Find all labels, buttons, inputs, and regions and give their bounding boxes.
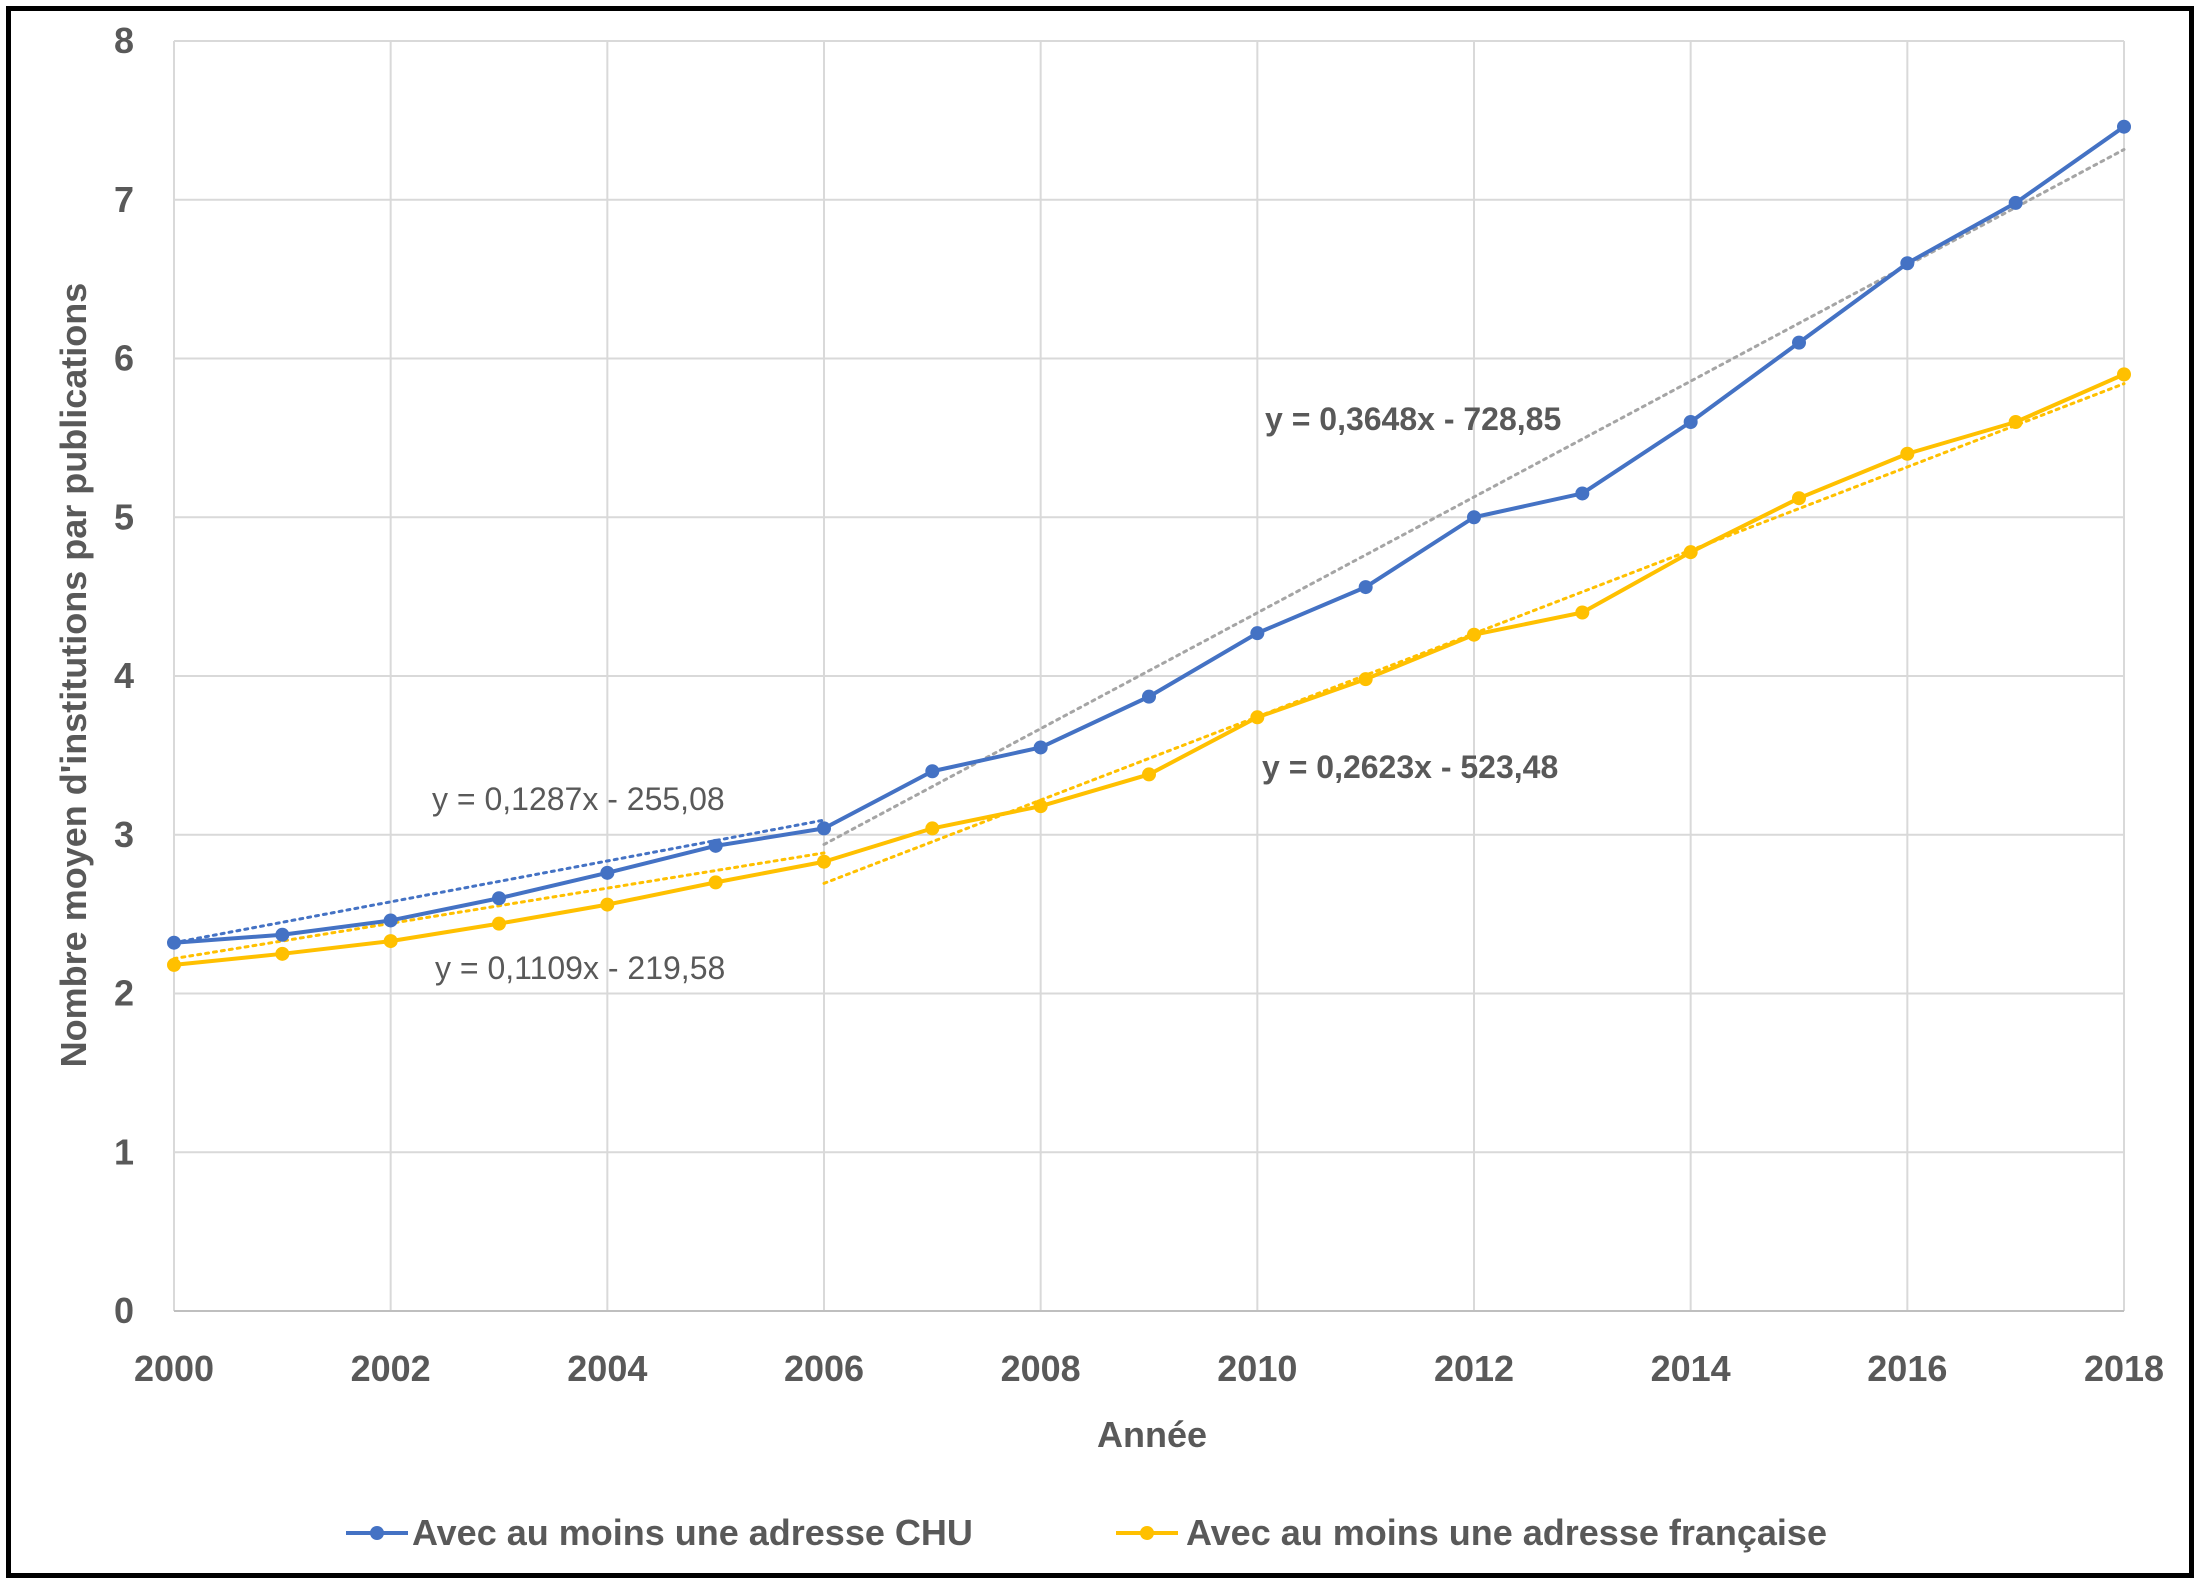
chart-frame [6, 6, 2194, 1578]
trendline-equation: y = 0,1287x - 255,08 [432, 781, 725, 817]
legend-label: Avec au moins une adresse CHU [412, 1512, 973, 1553]
data-point [1033, 740, 1048, 755]
y-tick-label: 7 [114, 179, 134, 220]
trendline-equations: y = 0,1287x - 255,08 y = 0,1109x - 219,58… [432, 401, 1561, 986]
data-point [1467, 627, 1481, 642]
data-point [2008, 195, 2023, 210]
data-point [383, 934, 398, 949]
data-point [1250, 626, 1265, 641]
data-point [1142, 689, 1156, 704]
data-point [817, 821, 831, 836]
data-point [1142, 767, 1156, 782]
data-point [600, 865, 615, 880]
y-tick-label: 1 [114, 1131, 134, 1172]
data-point [1792, 335, 1806, 350]
x-tick-label: 2002 [351, 1348, 431, 1389]
data-point [2008, 415, 2023, 429]
data-point [708, 838, 723, 853]
data-point [925, 821, 940, 836]
data-point [708, 875, 723, 890]
y-tick-label: 6 [114, 338, 134, 379]
data-point [167, 957, 181, 972]
series-lines [173, 125, 2126, 967]
legend-swatch-marker [1140, 1526, 1154, 1540]
x-axis-title: Année [1097, 1414, 1207, 1455]
trendline-equation: y = 0,3648x - 728,85 [1265, 401, 1561, 437]
data-point [1900, 256, 1915, 271]
legend-label: Avec au moins une adresse française [1186, 1512, 1827, 1553]
x-tick-label: 2016 [1867, 1348, 1947, 1389]
x-tick-label: 2004 [567, 1348, 647, 1389]
series-points [167, 119, 2131, 972]
data-point [817, 854, 831, 869]
trendlines [172, 148, 2126, 961]
data-point [1358, 672, 1373, 687]
data-point [1792, 491, 1806, 506]
y-tick-label: 8 [114, 20, 134, 61]
y-tick-label: 5 [114, 496, 134, 537]
data-point [1683, 545, 1698, 560]
legend: Avec au moins une adresse CHU Avec au moi… [346, 1512, 1827, 1553]
y-tick-label: 3 [114, 814, 134, 855]
gridlines [173, 40, 2125, 1312]
tick-labels: 0 1 2 3 4 5 6 7 8 2000 2002 2004 2006 2008 2010 2012 201… [114, 20, 2164, 1389]
data-point [1358, 580, 1373, 595]
data-point [2117, 367, 2131, 382]
data-point [167, 935, 181, 950]
x-tick-label: 2008 [1001, 1348, 1081, 1389]
y-axis-title: Nombre moyen d'institutions par publicat… [53, 283, 94, 1068]
x-tick-label: 2018 [2084, 1348, 2164, 1389]
y-tick-label: 0 [114, 1290, 134, 1331]
x-tick-label: 2012 [1434, 1348, 1514, 1389]
data-point [1900, 446, 1915, 461]
x-tick-label: 2010 [1217, 1348, 1297, 1389]
data-point [275, 927, 290, 942]
x-tick-label: 2006 [784, 1348, 864, 1389]
data-point [600, 897, 615, 912]
data-point [383, 913, 398, 928]
trendline-equation: y = 0,2623x - 523,48 [1262, 749, 1558, 785]
data-point [2117, 119, 2131, 134]
series-line-1 [173, 125, 2126, 945]
data-point [492, 891, 506, 906]
legend-swatch-marker [370, 1526, 384, 1540]
trendline-equation: y = 0,1109x - 219,58 [435, 950, 725, 986]
y-tick-label: 2 [114, 973, 134, 1014]
data-point [492, 916, 506, 931]
y-tick-label: 4 [114, 655, 134, 696]
x-tick-label: 2000 [134, 1348, 214, 1389]
data-point [1033, 799, 1048, 814]
trendline [172, 851, 826, 961]
data-point [1575, 486, 1590, 501]
data-point [275, 946, 290, 961]
data-point [1467, 510, 1481, 525]
data-point [1683, 415, 1698, 429]
data-point [1250, 710, 1265, 725]
data-point [925, 764, 940, 779]
data-point [1575, 605, 1590, 620]
x-tick-label: 2014 [1651, 1348, 1731, 1389]
